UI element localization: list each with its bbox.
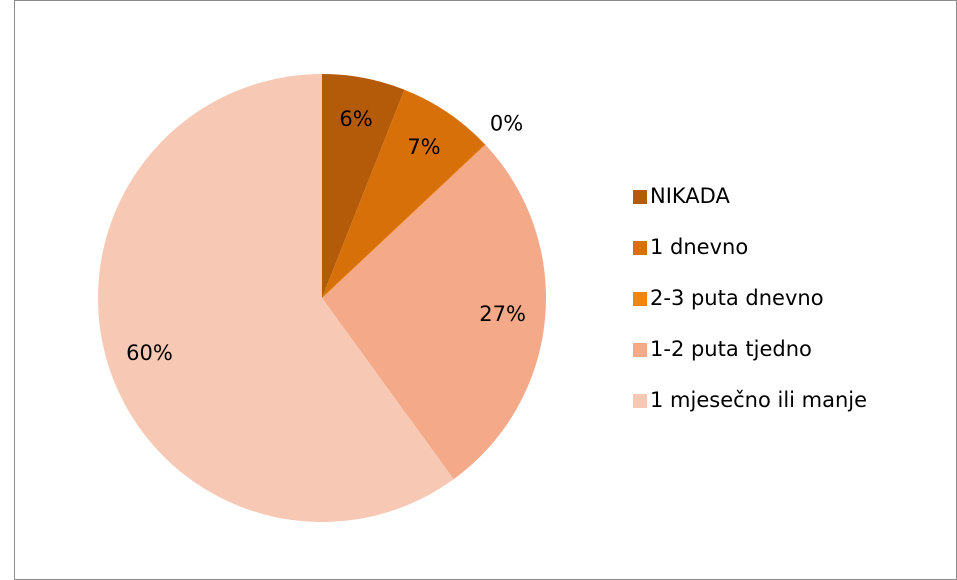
legend-label: 1 dnevno: [650, 235, 748, 259]
legend-swatch: [633, 292, 647, 306]
legend-swatch: [633, 343, 647, 357]
legend-label: 2-3 puta dnevno: [650, 286, 824, 310]
data-label: 7%: [407, 135, 440, 159]
legend-swatch: [633, 241, 647, 255]
pie-slice: [322, 144, 547, 480]
pie: 6% 7% 0% 27% 60%: [98, 73, 547, 523]
legend-label: 1-2 puta tjedno: [650, 337, 812, 361]
legend-swatch: [633, 190, 647, 204]
legend-label: 1 mjesečno ili manje: [650, 388, 867, 412]
pie-slice: [322, 74, 405, 298]
data-label: 27%: [479, 302, 526, 326]
pie-slice: [98, 73, 454, 523]
legend-label: NIKADA: [650, 184, 730, 208]
data-label: 60%: [126, 341, 173, 365]
data-label: 0%: [490, 112, 523, 136]
legend: NIKADA 1 dnevno 2-3 puta dnevno 1-2 puta tj…: [633, 184, 867, 412]
data-label: 6%: [339, 107, 372, 131]
pie-slice: [322, 89, 486, 298]
legend-swatch: [633, 394, 647, 408]
